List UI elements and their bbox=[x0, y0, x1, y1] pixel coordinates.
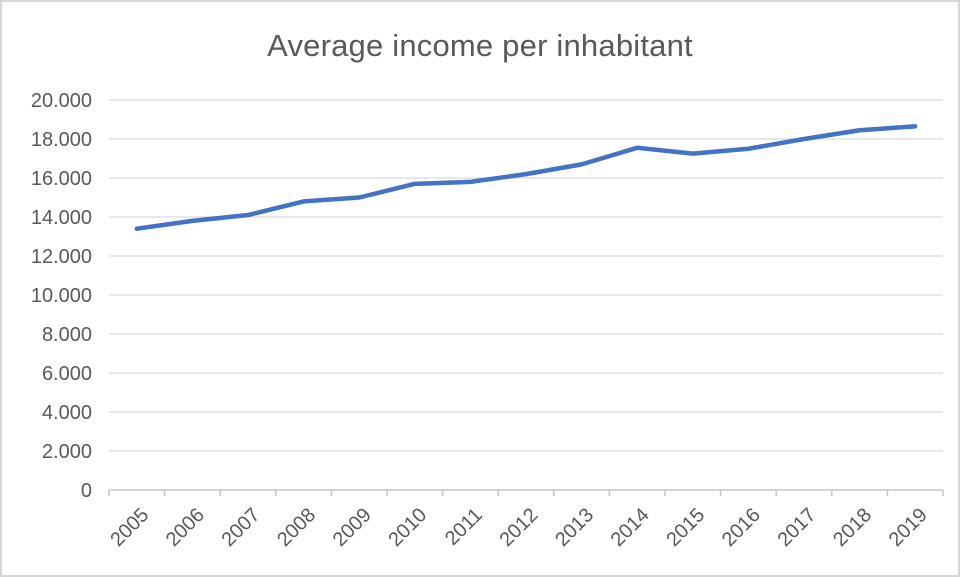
x-axis-tick-label: 2018 bbox=[829, 504, 876, 551]
x-axis-tick-label: 2016 bbox=[718, 504, 765, 551]
y-axis-tick-label: 0 bbox=[81, 480, 92, 502]
y-axis-tick-label: 16.000 bbox=[31, 168, 92, 190]
x-axis-tick-label: 2006 bbox=[162, 504, 209, 551]
x-axis-tick-label: 2017 bbox=[774, 504, 821, 551]
x-axis-tick-label: 2009 bbox=[329, 504, 376, 551]
y-axis-tick-label: 14.000 bbox=[31, 207, 92, 229]
x-axis-tick-label: 2010 bbox=[384, 504, 431, 551]
x-axis-tick-label: 2005 bbox=[106, 504, 153, 551]
x-axis-tick-label: 2019 bbox=[885, 504, 932, 551]
y-axis-tick-label: 6.000 bbox=[42, 363, 92, 385]
x-axis-tick-label: 2014 bbox=[607, 504, 654, 551]
x-axis-tick-label: 2012 bbox=[496, 504, 543, 551]
x-axis-tick-label: 2007 bbox=[218, 504, 265, 551]
y-axis-tick-label: 4.000 bbox=[42, 402, 92, 424]
x-axis-tick-label: 2013 bbox=[551, 504, 598, 551]
y-axis-tick-label: 10.000 bbox=[31, 285, 92, 307]
y-axis-tick-label: 8.000 bbox=[42, 324, 92, 346]
x-axis-tick-label: 2011 bbox=[441, 504, 487, 550]
x-axis-tick-label: 2015 bbox=[662, 504, 709, 551]
y-axis-tick-label: 2.000 bbox=[42, 441, 92, 463]
y-axis-tick-label: 20.000 bbox=[31, 90, 92, 112]
y-axis-tick-label: 12.000 bbox=[31, 246, 92, 268]
chart-title: Average income per inhabitant bbox=[267, 28, 693, 63]
income-series-line bbox=[134, 124, 918, 231]
y-axis-tick-label: 18.000 bbox=[31, 129, 92, 151]
x-axis-tick-label: 2008 bbox=[273, 504, 320, 551]
